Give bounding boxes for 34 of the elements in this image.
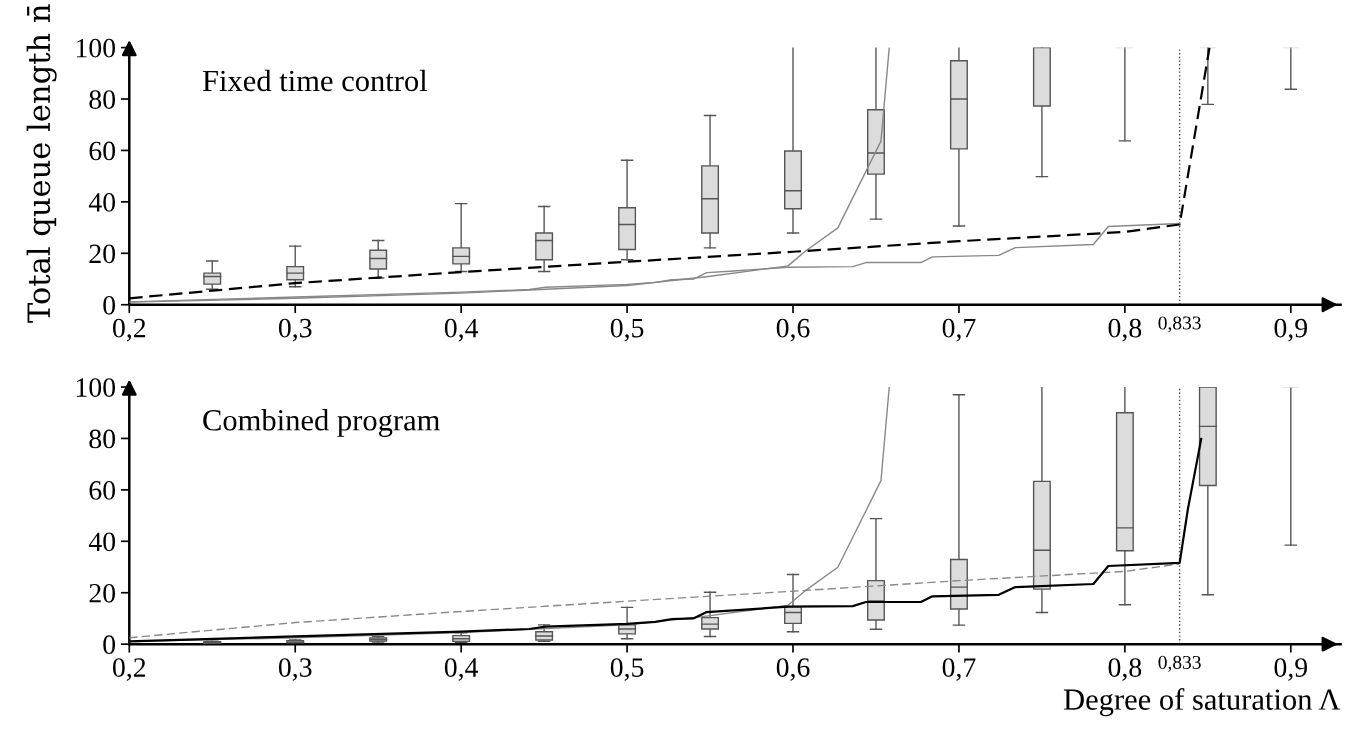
x-tick-label: 0,9 bbox=[1274, 658, 1308, 681]
x-tick-label: 0,8 bbox=[1108, 318, 1142, 342]
y-axis-title: Total queue length n̄ bbox=[26, 4, 57, 323]
y-tick-label: 100 bbox=[76, 38, 116, 58]
y-tick-label: 60 bbox=[89, 481, 116, 500]
y-tick-label: 80 bbox=[89, 90, 116, 109]
y-tick-label: 20 bbox=[89, 244, 116, 264]
ref-line-label: 0,833 bbox=[1158, 655, 1201, 672]
x-tick-label: 0,7 bbox=[942, 658, 976, 681]
y-tick-label: 80 bbox=[89, 429, 116, 449]
x-tick-label: 0,6 bbox=[776, 318, 810, 342]
text: Combined program bbox=[203, 409, 440, 437]
y-tick-label: 0 bbox=[103, 635, 116, 655]
x-tick-label: 0,4 bbox=[444, 658, 479, 681]
x-tick-label: 0,6 bbox=[776, 658, 810, 681]
x-tick-label: 0,4 bbox=[444, 318, 479, 342]
y-tick-label: 0 bbox=[103, 295, 116, 315]
y-tick-label: 40 bbox=[88, 532, 116, 552]
x-axis-title: Degree of saturation Λ bbox=[1063, 688, 1341, 717]
x-tick-label: 0,5 bbox=[610, 318, 644, 342]
y-tick-label: 20 bbox=[89, 583, 116, 603]
x-tick-label: 0,3 bbox=[278, 318, 312, 342]
y-tick-label: 60 bbox=[89, 141, 116, 161]
x-tick-label: 0,5 bbox=[610, 658, 644, 681]
x-tick-label: 0,2 bbox=[112, 318, 146, 342]
x-tick-label: 0,2 bbox=[112, 658, 146, 681]
ref-line-label: 0,833 bbox=[1158, 316, 1201, 333]
y-tick-label: 100 bbox=[76, 378, 116, 397]
x-tick-label: 0,3 bbox=[278, 658, 312, 681]
text: Fixed time control bbox=[202, 69, 428, 92]
y-tick-label: 40 bbox=[88, 193, 116, 212]
x-tick-label: 0,9 bbox=[1274, 318, 1308, 342]
x-tick-label: 0,8 bbox=[1108, 658, 1142, 681]
x-tick-label: 0,7 bbox=[942, 318, 976, 342]
